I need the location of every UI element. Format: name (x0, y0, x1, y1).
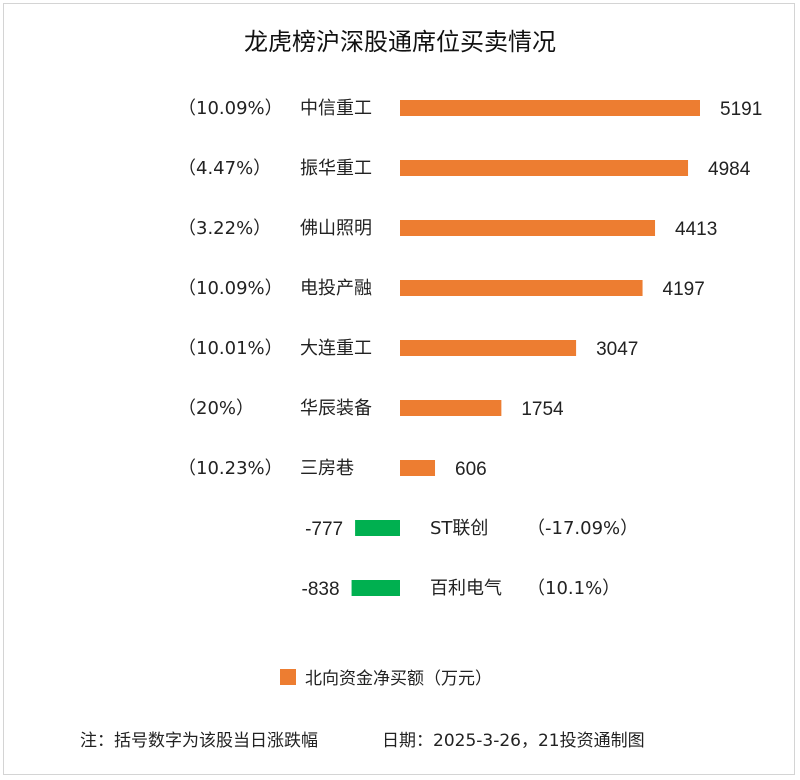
change-pct-label: （10.01%） (178, 338, 283, 359)
category-label: 三房巷 (300, 458, 354, 479)
bar-5 (400, 400, 502, 416)
chart-title: 龙虎榜沪深股通席位买卖情况 (244, 28, 556, 56)
category-label: 中信重工 (300, 98, 372, 119)
chart-frame (3, 3, 795, 775)
bar-value-label: 4984 (708, 159, 751, 180)
category-label: ST联创 (430, 518, 488, 539)
legend-swatch (280, 669, 296, 685)
category-label: 电投产融 (300, 278, 372, 299)
bar-value-label: 4197 (663, 279, 705, 300)
change-pct-label: （10.09%） (178, 98, 283, 119)
bar-value-label: 3047 (596, 339, 638, 360)
bar-value-label: -838 (302, 579, 340, 600)
category-label: 振华重工 (300, 158, 372, 179)
bar-0 (400, 100, 700, 116)
change-pct-label: （4.47%） (178, 158, 271, 179)
bar-8 (351, 580, 400, 596)
footer-note: 注：括号数字为该股当日涨跌幅 (80, 731, 318, 751)
bar-value-label: 4413 (675, 219, 717, 240)
legend-label: 北向资金净买额（万元） (305, 669, 492, 689)
bar-value-label: 606 (455, 459, 487, 480)
bar-value-label: 5191 (720, 99, 762, 120)
bar-7 (355, 520, 400, 536)
category-label: 华辰装备 (300, 398, 372, 419)
bar-value-label: -777 (305, 519, 343, 540)
bar-2 (400, 220, 656, 236)
category-label: 百利电气 (430, 578, 502, 599)
bar-4 (400, 340, 577, 356)
bar-3 (400, 280, 643, 296)
bar-1 (400, 160, 689, 176)
bar-value-label: 1754 (521, 399, 564, 420)
change-pct-label: （20%） (178, 398, 254, 419)
change-pct-label: （10.23%） (178, 458, 283, 479)
footer-date-source: 日期：2025-3-26，21投资通制图 (382, 731, 645, 751)
bar-6 (400, 460, 436, 476)
category-label: 佛山照明 (300, 218, 372, 239)
category-label: 大连重工 (300, 338, 372, 359)
change-pct-label: （3.22%） (178, 218, 271, 239)
change-pct-label: （10.1%） (527, 578, 620, 599)
change-pct-label: （-17.09%） (527, 518, 638, 539)
change-pct-label: （10.09%） (178, 278, 283, 299)
bars-layer: 5191 中信重工 （10.09%） 4984 振华重工 （4.47%） 4413 佛山照明 （… (178, 98, 762, 600)
